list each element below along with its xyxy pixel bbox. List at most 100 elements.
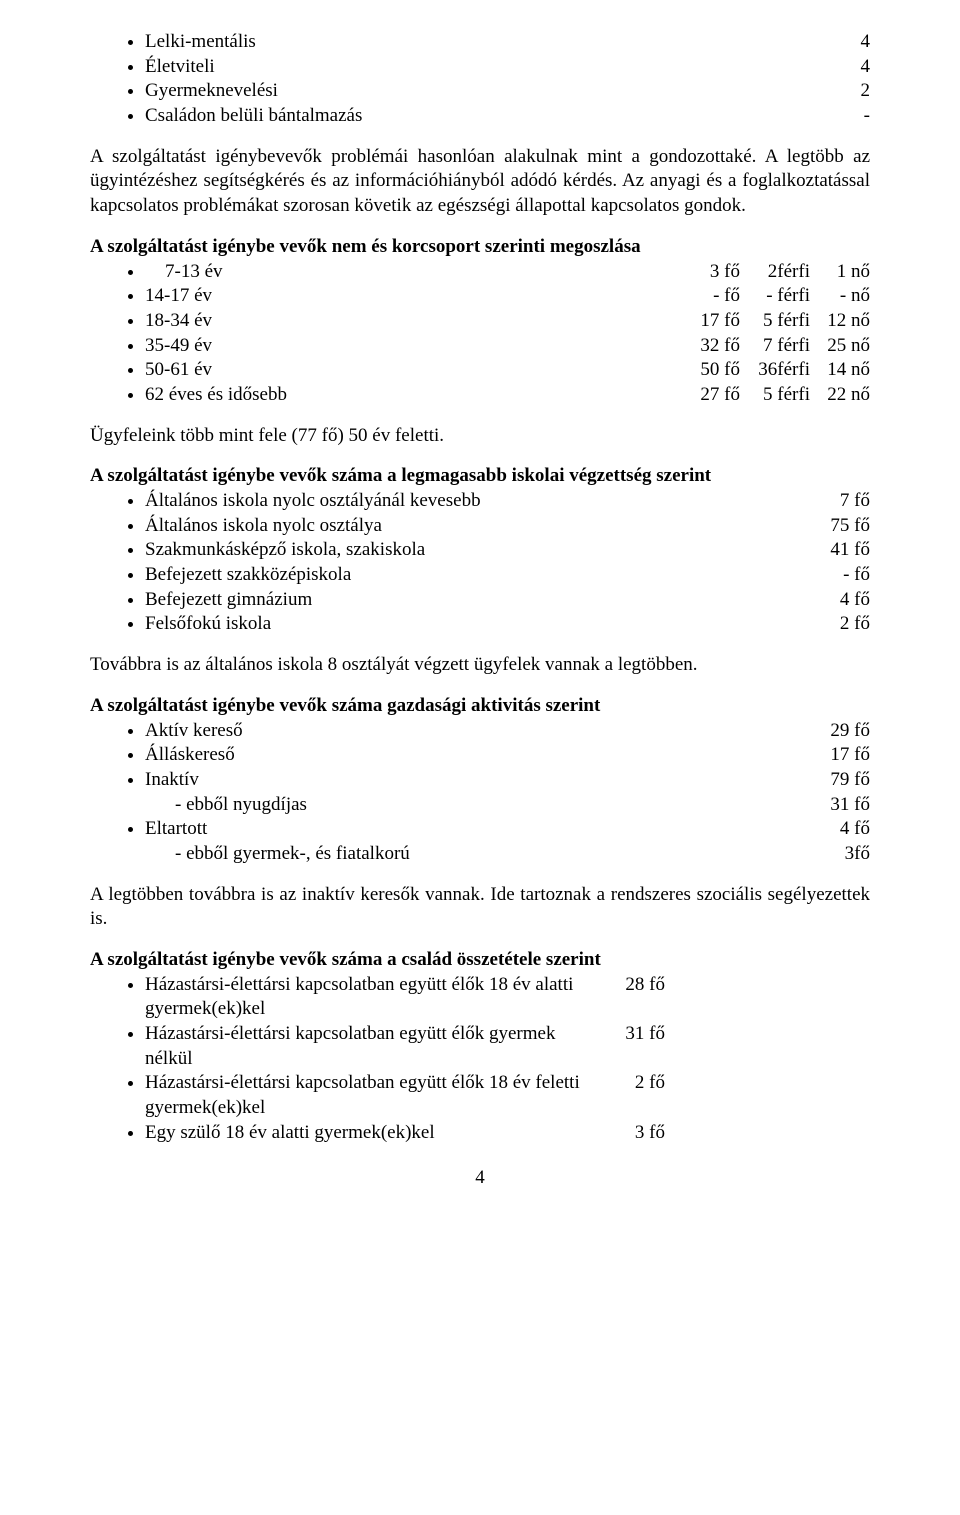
edu-label: Felsőfokú iskola: [145, 612, 810, 637]
paragraph-age: Ügyfeleink több mint fele (77 fő) 50 év …: [90, 424, 870, 449]
top-item: Gyermeknevelési2: [145, 79, 870, 104]
top-item: Családon belüli bántalmazás-: [145, 104, 870, 129]
heading-family: A szolgáltatást igénybe vevők száma a cs…: [90, 948, 870, 973]
age-row: 35-49 év32 fő7 férfi25 nő: [145, 334, 870, 359]
edu-row: Szakmunkásképző iskola, szakiskola41 fő: [145, 538, 870, 563]
econ-subrow: - ebből gyermek-, és fiatalkorú3fő: [145, 842, 870, 867]
top-item-value: -: [840, 104, 870, 129]
age-fo: - fő: [670, 284, 740, 309]
economic-block: A szolgáltatást igénybe vevők száma gazd…: [90, 694, 870, 867]
age-ferfi: 5 férfi: [740, 309, 810, 334]
age-fo: 17 fő: [670, 309, 740, 334]
page-number: 4: [90, 1166, 870, 1191]
econ-value: 29 fő: [810, 719, 870, 744]
econ-value: 17 fő: [810, 743, 870, 768]
econ-sublabel: - ebből gyermek-, és fiatalkorú: [175, 842, 810, 867]
econ-value: 79 fő: [810, 768, 870, 793]
fam-label: Egy szülő 18 év alatti gyermek(ek)kel: [145, 1121, 605, 1146]
age-no: 25 nő: [810, 334, 870, 359]
fam-row: Házastársi-élettársi kapcsolatban együtt…: [145, 1022, 870, 1071]
econ-label: Eltartott: [145, 817, 810, 842]
heading-age: A szolgáltatást igénybe vevők nem és kor…: [90, 235, 870, 260]
age-row: 18-34 év17 fő5 férfi12 nő: [145, 309, 870, 334]
edu-row: Általános iskola nyolc osztályánál keves…: [145, 489, 870, 514]
fam-row: Házastársi-élettársi kapcsolatban együtt…: [145, 973, 870, 1022]
edu-value: 4 fő: [810, 588, 870, 613]
paragraph-edu: Továbbra is az általános iskola 8 osztál…: [90, 653, 870, 678]
econ-subrow: - ebből nyugdíjas31 fő: [145, 793, 870, 818]
age-label: 18-34 év: [145, 309, 670, 334]
age-label: 14-17 év: [145, 284, 670, 309]
econ-row: Aktív kereső29 fő: [145, 719, 870, 744]
fam-value: 2 fő: [605, 1071, 665, 1120]
edu-label: Befejezett gimnázium: [145, 588, 810, 613]
edu-value: 75 fő: [810, 514, 870, 539]
top-item: Lelki-mentális4: [145, 30, 870, 55]
econ-subvalue: 3fő: [810, 842, 870, 867]
age-fo: 3 fő: [670, 260, 740, 285]
age-ferfi: 5 férfi: [740, 383, 810, 408]
econ-sublabel: - ebből nyugdíjas: [175, 793, 810, 818]
age-no: - nő: [810, 284, 870, 309]
edu-label: Szakmunkásképző iskola, szakiskola: [145, 538, 810, 563]
top-item-value: 4: [840, 55, 870, 80]
edu-value: 2 fő: [810, 612, 870, 637]
top-item: Életviteli4: [145, 55, 870, 80]
paragraph-econ: A legtöbben továbbra is az inaktív keres…: [90, 883, 870, 932]
top-list: Lelki-mentális4 Életviteli4 Gyermeknevel…: [90, 30, 870, 129]
age-no: 14 nő: [810, 358, 870, 383]
fam-label: Házastársi-élettársi kapcsolatban együtt…: [145, 973, 605, 1022]
age-no: 12 nő: [810, 309, 870, 334]
age-row: 7-13 év3 fő2férfi1 nő: [145, 260, 870, 285]
heading-education: A szolgáltatást igénybe vevők száma a le…: [90, 464, 870, 489]
edu-value: - fő: [810, 563, 870, 588]
fam-row: Házastársi-élettársi kapcsolatban együtt…: [145, 1071, 870, 1120]
age-label: 62 éves és idősebb: [145, 383, 670, 408]
age-ferfi: 7 férfi: [740, 334, 810, 359]
econ-subvalue: 31 fő: [810, 793, 870, 818]
age-ferfi: 2férfi: [740, 260, 810, 285]
age-no: 1 nő: [810, 260, 870, 285]
age-fo: 27 fő: [670, 383, 740, 408]
fam-value: 28 fő: [605, 973, 665, 1022]
top-item-label: Gyermeknevelési: [145, 79, 840, 104]
paragraph-intro: A szolgáltatást igénybevevők problémái h…: [90, 145, 870, 219]
fam-label: Házastársi-élettársi kapcsolatban együtt…: [145, 1022, 605, 1071]
family-block: A szolgáltatást igénybe vevők száma a cs…: [90, 948, 870, 1146]
age-ferfi: 36férfi: [740, 358, 810, 383]
age-ferfi: - férfi: [740, 284, 810, 309]
fam-value: 3 fő: [605, 1121, 665, 1146]
fam-label: Házastársi-élettársi kapcsolatban együtt…: [145, 1071, 605, 1120]
heading-economic: A szolgáltatást igénybe vevők száma gazd…: [90, 694, 870, 719]
age-label: 50-61 év: [145, 358, 670, 383]
edu-row: Általános iskola nyolc osztálya75 fő: [145, 514, 870, 539]
econ-row: Eltartott4 fő - ebből gyermek-, és fiata…: [145, 817, 870, 866]
age-fo: 50 fő: [670, 358, 740, 383]
fam-row: Egy szülő 18 év alatti gyermek(ek)kel3 f…: [145, 1121, 870, 1146]
top-item-value: 4: [840, 30, 870, 55]
edu-label: Általános iskola nyolc osztálya: [145, 514, 810, 539]
fam-value: 31 fő: [605, 1022, 665, 1071]
age-row: 50-61 év50 fő36férfi14 nő: [145, 358, 870, 383]
age-fo: 32 fő: [670, 334, 740, 359]
econ-row: Inaktív79 fő - ebből nyugdíjas31 fő: [145, 768, 870, 817]
edu-row: Befejezett szakközépiskola- fő: [145, 563, 870, 588]
age-row: 14-17 év- fő- férfi- nő: [145, 284, 870, 309]
age-label: 7-13 év: [145, 260, 670, 285]
econ-label: Álláskereső: [145, 743, 810, 768]
top-item-label: Életviteli: [145, 55, 840, 80]
edu-value: 7 fő: [810, 489, 870, 514]
top-item-label: Lelki-mentális: [145, 30, 840, 55]
top-item-value: 2: [840, 79, 870, 104]
edu-row: Felsőfokú iskola2 fő: [145, 612, 870, 637]
top-item-label: Családon belüli bántalmazás: [145, 104, 840, 129]
edu-row: Befejezett gimnázium4 fő: [145, 588, 870, 613]
econ-value: 4 fő: [810, 817, 870, 842]
econ-label: Inaktív: [145, 768, 810, 793]
age-row: 62 éves és idősebb27 fő5 férfi22 nő: [145, 383, 870, 408]
age-label: 35-49 év: [145, 334, 670, 359]
education-block: A szolgáltatást igénybe vevők száma a le…: [90, 464, 870, 637]
econ-row: Álláskereső17 fő: [145, 743, 870, 768]
age-no: 22 nő: [810, 383, 870, 408]
edu-label: Általános iskola nyolc osztályánál keves…: [145, 489, 810, 514]
